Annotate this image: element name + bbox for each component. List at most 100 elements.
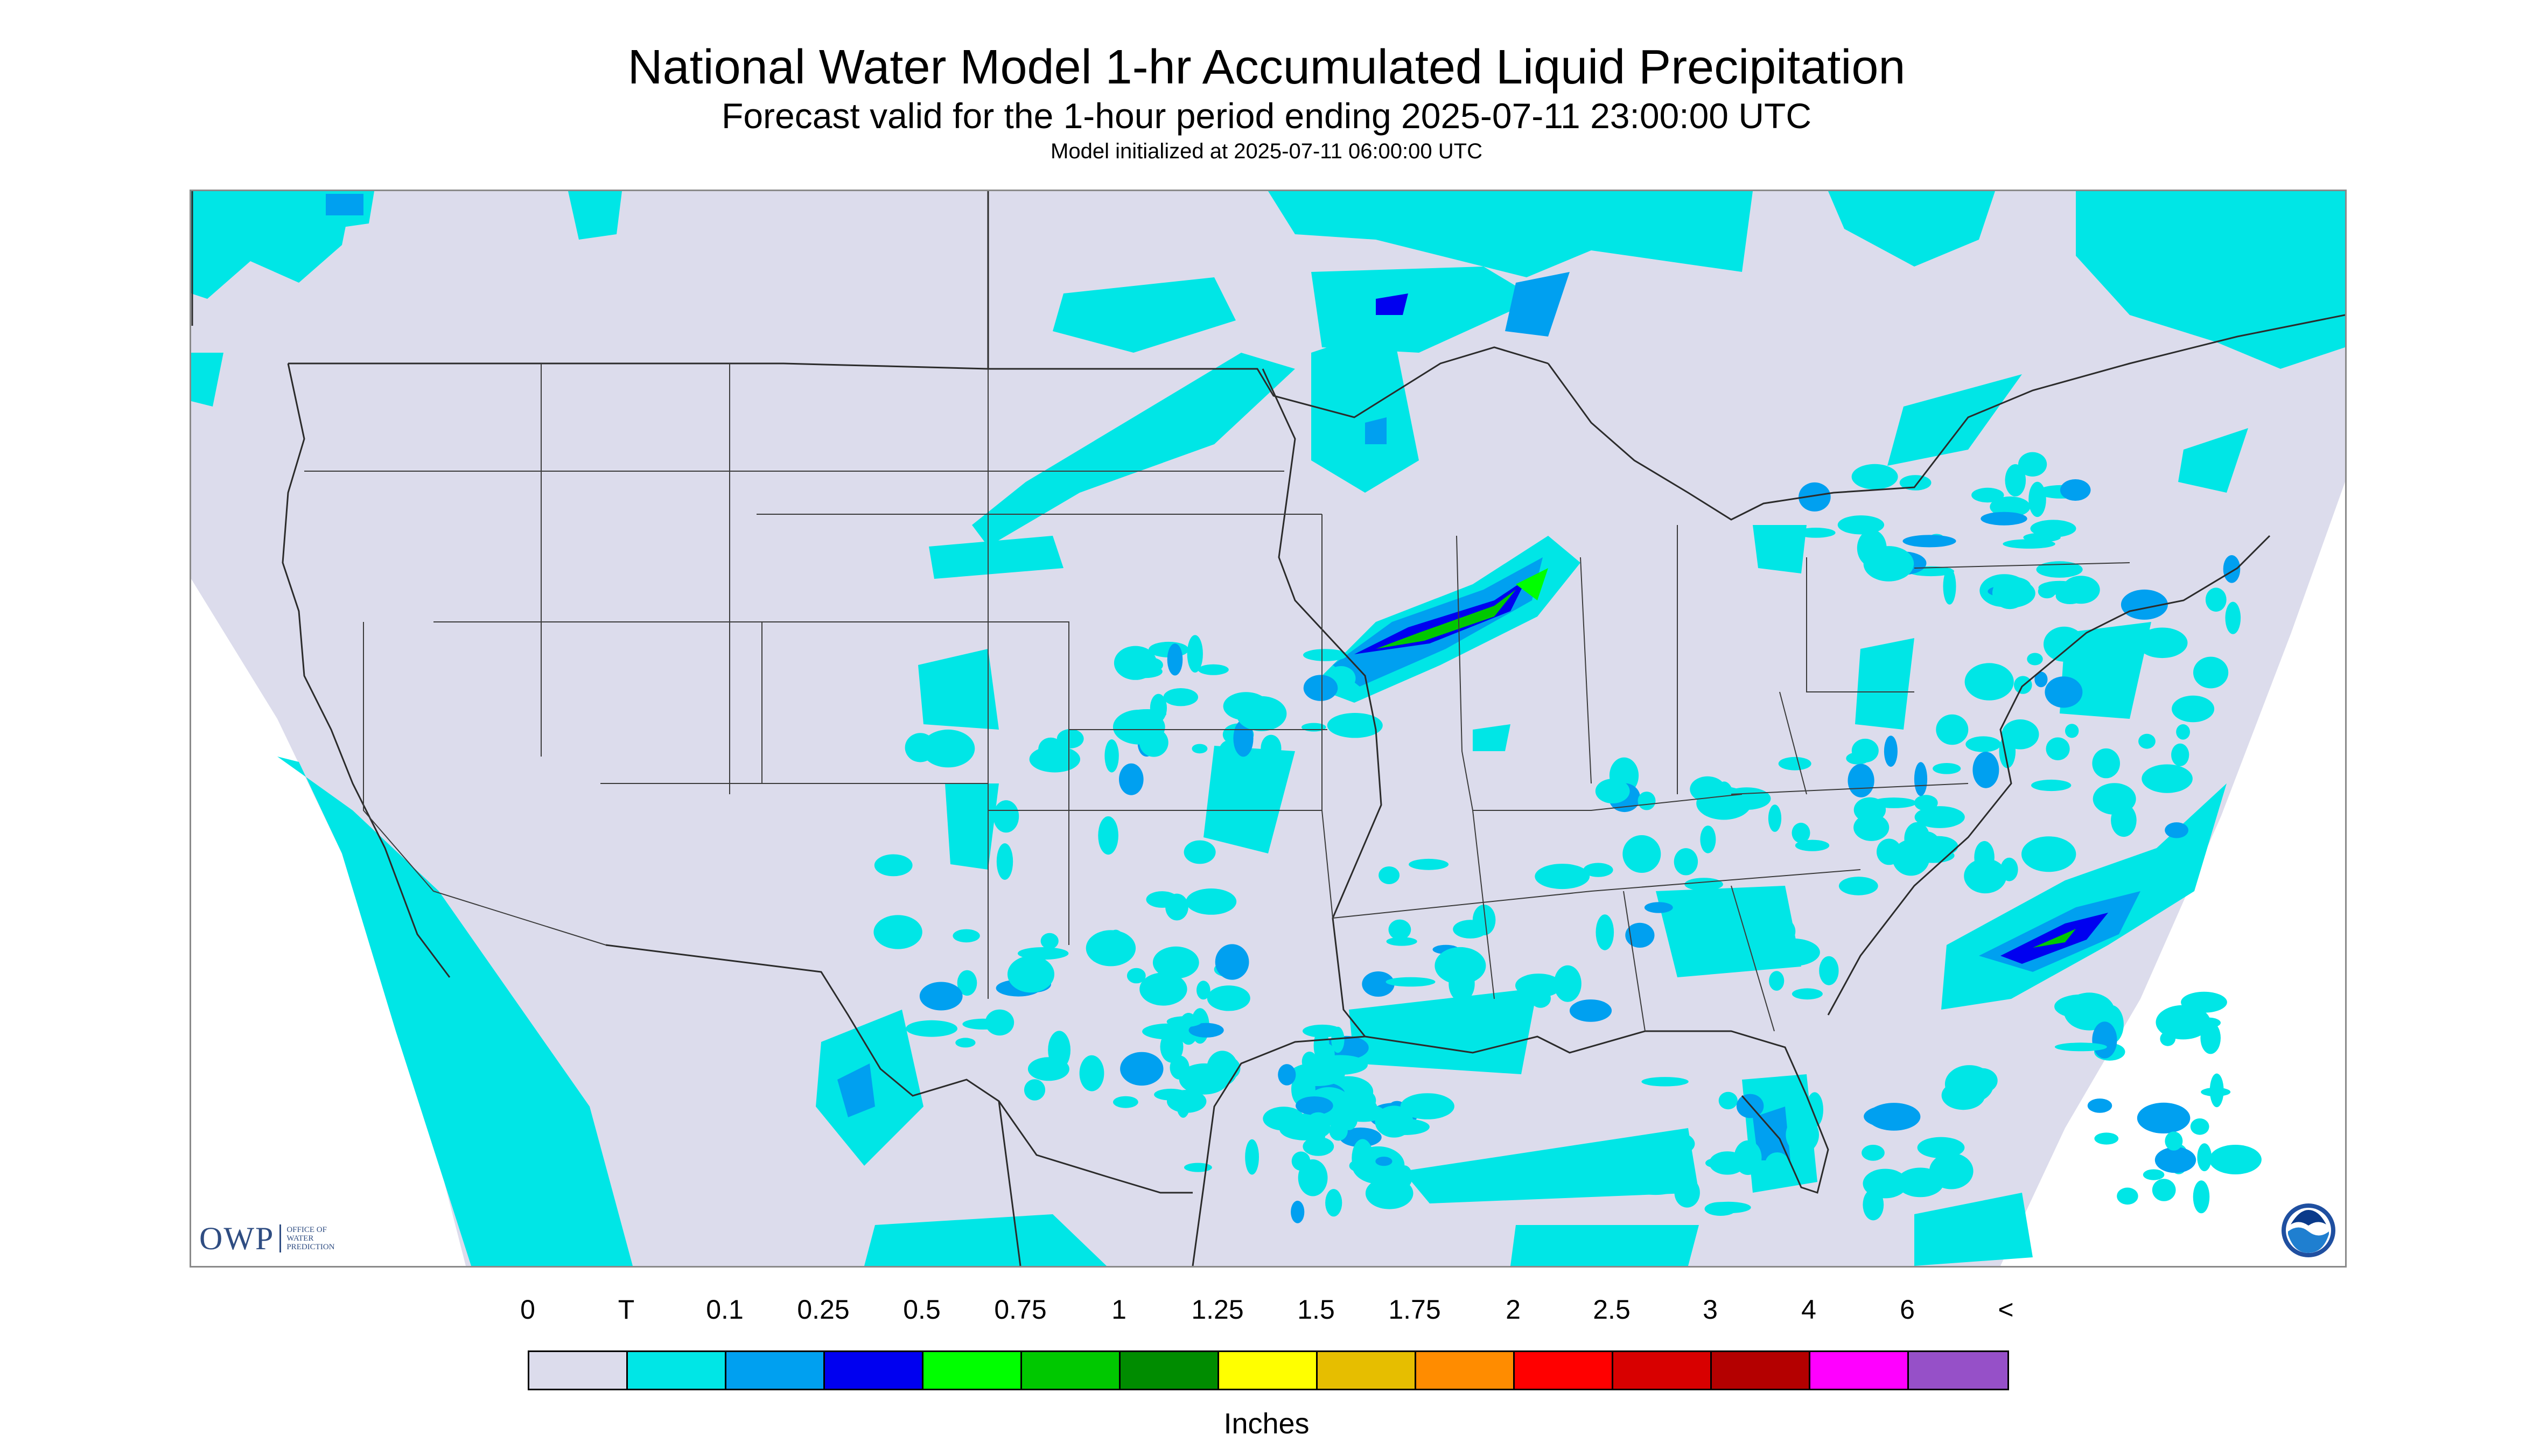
precip-cell — [2021, 836, 2076, 872]
precip-cell — [1207, 985, 1250, 1011]
precip-cell — [2209, 1145, 2262, 1174]
legend-tick-label: 6 — [1900, 1294, 1915, 1325]
precip-cell — [2154, 1147, 2196, 1173]
legend-tick-label: 1.75 — [1388, 1294, 1441, 1325]
precip-cell — [1303, 1137, 1334, 1156]
legend-tick-label: 0 — [520, 1294, 535, 1325]
precip-cell — [1331, 1026, 1345, 1053]
precip-cell — [1261, 734, 1282, 762]
precip-cell — [1914, 795, 1938, 811]
map-title: National Water Model 1-hr Accumulated Li… — [627, 40, 1906, 94]
precip-cell — [1684, 878, 1723, 891]
precip-cell — [1152, 946, 1199, 979]
precip-cell — [1674, 848, 1698, 876]
precip-cell — [2111, 803, 2137, 837]
precip-cell — [1862, 1145, 1885, 1161]
precip-cell — [1851, 464, 1898, 489]
outside-domain-east — [2000, 482, 2345, 1266]
legend-swatch — [1810, 1352, 1909, 1389]
precip-cell — [957, 970, 977, 996]
precip-cell — [873, 915, 922, 949]
precip-cell — [1327, 713, 1383, 738]
precip-cell — [1186, 888, 1237, 915]
precip-cell — [1139, 728, 1168, 757]
forecast-valid-subtitle: Forecast valid for the 1-hour period end… — [722, 96, 1811, 136]
precip-cell — [1718, 1091, 1738, 1110]
precip-cell — [1967, 1068, 1998, 1094]
precip-cell — [1163, 688, 1198, 706]
legend-tick-label: 3 — [1703, 1294, 1718, 1325]
precip-cell — [1303, 675, 1338, 701]
legend-tick-label: 0.5 — [903, 1294, 941, 1325]
precip-cell — [1795, 839, 1830, 851]
precip-cell — [1864, 1105, 1920, 1128]
precip-cell — [2138, 733, 2156, 749]
precip-cell — [1167, 643, 1183, 676]
precip-cell — [2044, 626, 2085, 662]
precip-cell — [1184, 1163, 1212, 1172]
legend-swatch — [1318, 1352, 1416, 1389]
precip-cell — [1838, 877, 1878, 895]
precip-cell — [2074, 663, 2116, 675]
legend-swatch — [529, 1352, 628, 1389]
precip-cell — [1352, 1139, 1374, 1178]
precip-cell — [1595, 779, 1630, 804]
precip-cell — [2172, 695, 2215, 723]
precip-cell — [2121, 589, 2168, 620]
precip-cell — [1040, 933, 1059, 949]
precip-cell — [1644, 902, 1673, 913]
precip-cell — [1917, 1137, 1965, 1158]
precip-cell — [1128, 665, 1163, 678]
precip-cell — [1056, 729, 1084, 748]
legend-swatch — [825, 1352, 923, 1389]
precip-cell — [2137, 627, 2188, 659]
precip-cell — [1435, 947, 1486, 984]
legend-swatch — [1121, 1352, 1219, 1389]
precip-cell — [1113, 1096, 1138, 1108]
precip-cell — [1027, 1057, 1069, 1081]
precip-cell — [1622, 835, 1661, 873]
precip-cell — [1914, 806, 1965, 828]
precip-cell — [1184, 840, 1216, 864]
precip-cell — [2065, 724, 2079, 738]
precip-cell — [2223, 555, 2241, 583]
precip-cell — [2197, 1143, 2212, 1172]
precip-cell — [1990, 496, 2031, 517]
precip-cell — [2171, 743, 2189, 766]
precip-cell — [2092, 748, 2120, 779]
precip-cell — [1400, 1093, 1454, 1119]
legend-tick-label: 4 — [1801, 1294, 1816, 1325]
legend-swatch — [1613, 1352, 1712, 1389]
precip-cell — [2143, 1169, 2165, 1180]
legend-tick-label: 2.5 — [1593, 1294, 1631, 1325]
color-legend — [528, 1350, 2009, 1390]
map-canvas — [191, 191, 2345, 1266]
precip-cell — [1038, 737, 1063, 761]
legend-tick-label: T — [618, 1294, 635, 1325]
legend-units-label: Inches — [1223, 1408, 1310, 1440]
precip-cell — [1139, 972, 1187, 1006]
precip-cell — [1306, 1112, 1331, 1136]
precip-cell — [1709, 1151, 1746, 1175]
precip-cell — [1386, 977, 1436, 987]
precip-cell — [1899, 475, 1932, 491]
precip-cell — [1223, 692, 1269, 720]
precip-cell — [1379, 866, 1400, 884]
precip-cell — [1024, 1079, 1046, 1101]
precip-cell — [2176, 724, 2191, 740]
outside-domain-west — [191, 579, 466, 1266]
precip-cell — [2137, 1102, 2191, 1133]
precip-cell — [2193, 1180, 2210, 1214]
precip-cell — [2094, 1132, 2119, 1145]
precip-cell — [1105, 929, 1126, 964]
legend-swatch — [1022, 1352, 1121, 1389]
precip-cell — [2092, 1021, 2117, 1059]
legend-swatch — [1909, 1352, 2007, 1389]
precip-cell — [993, 800, 1019, 833]
precip-cell — [921, 729, 975, 768]
precip-cell — [2005, 464, 2026, 496]
legend-labels: 0 T 0.1 0.25 0.5 0.75 1 1.25 1.5 1.75 2 2.5 3 4 6 < — [520, 1293, 2014, 1336]
precip-cell — [1583, 863, 1613, 877]
precip-cell — [1902, 535, 1956, 548]
precip-cell — [1339, 1128, 1382, 1147]
